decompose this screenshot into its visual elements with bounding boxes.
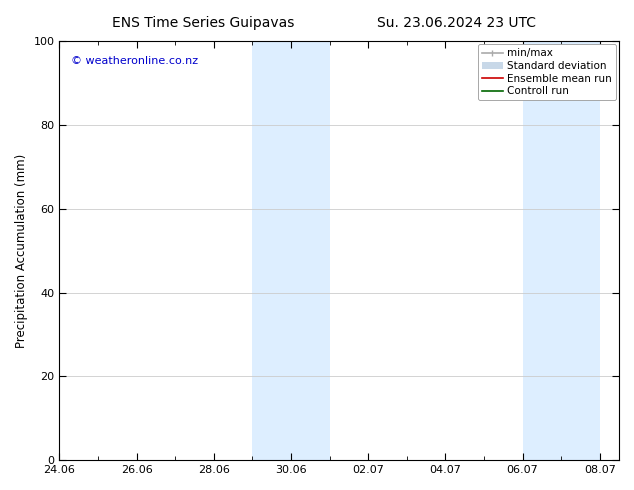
Text: © weatheronline.co.nz: © weatheronline.co.nz <box>70 56 198 66</box>
Legend: min/max, Standard deviation, Ensemble mean run, Controll run: min/max, Standard deviation, Ensemble me… <box>478 44 616 100</box>
Text: Su. 23.06.2024 23 UTC: Su. 23.06.2024 23 UTC <box>377 16 536 30</box>
Y-axis label: Precipitation Accumulation (mm): Precipitation Accumulation (mm) <box>15 153 28 348</box>
Text: ENS Time Series Guipavas: ENS Time Series Guipavas <box>112 16 294 30</box>
Bar <box>522 41 600 460</box>
Bar <box>252 41 330 460</box>
